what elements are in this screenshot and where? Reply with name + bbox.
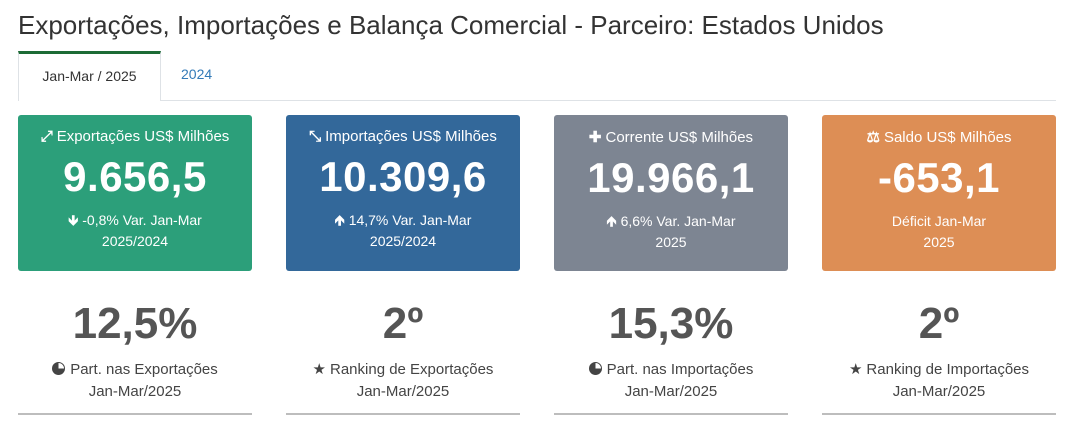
- exports-share-value: 12,5%: [72, 299, 198, 348]
- exports-share-label: Part. nas Exportações: [70, 361, 218, 378]
- exports-variation: -0,8% Var. Jan-Mar: [82, 212, 202, 228]
- exports-ranking-value: 2º: [382, 299, 424, 348]
- balance-card: ⚖ Saldo US$ Milhões -653,1 Déficit Jan-Ma…: [822, 115, 1056, 271]
- exports-ranking-label: Ranking de Exportações: [330, 361, 494, 378]
- exports-share-stat: 12,5% Part. nas Exportações Jan-Mar/2025: [18, 287, 252, 415]
- exports-card: ⤢ Exportações US$ Milhões 9.656,5 🡻 -0,8% …: [18, 115, 252, 271]
- current-variation: 6,6% Var. Jan-Mar: [620, 213, 736, 229]
- balance-status: Déficit Jan-Mar: [891, 213, 987, 229]
- balance-period: 2025: [923, 234, 955, 250]
- balance-value: -653,1: [877, 154, 1001, 201]
- compress-arrows-icon: ⤡: [309, 128, 322, 145]
- imports-share-stat: 15,3% Part. nas Importações Jan-Mar/2025: [554, 287, 788, 415]
- imports-ranking-period: Jan-Mar/2025: [892, 383, 986, 400]
- imports-ranking-stat: 2º ★ Ranking de Importações Jan-Mar/2025: [822, 287, 1056, 415]
- imports-share-value: 15,3%: [608, 299, 734, 348]
- exports-card-title: Exportações US$ Milhões: [56, 128, 230, 145]
- imports-card-title: Importações US$ Milhões: [325, 128, 497, 145]
- tab-jan-mar-2025[interactable]: Jan-Mar / 2025: [18, 51, 161, 101]
- imports-ranking-label: Ranking de Importações: [866, 361, 1030, 378]
- imports-card: ⤡ Importações US$ Milhões 10.309,6 🡹 14,7%…: [286, 115, 520, 271]
- imports-value: 10.309,6: [319, 153, 487, 200]
- exports-ranking-period: Jan-Mar/2025: [356, 383, 450, 400]
- imports-period: 2025/2024: [369, 233, 437, 249]
- exports-value: 9.656,5: [63, 153, 207, 200]
- arrow-up-icon: 🡹: [334, 212, 345, 228]
- imports-share-label: Part. nas Importações: [606, 361, 754, 378]
- current-trade-card: ✚ Corrente US$ Milhões 19.966,1 🡹 6,6% Var…: [554, 115, 788, 271]
- imports-variation: 14,7% Var. Jan-Mar: [348, 212, 472, 228]
- imports-ranking-value: 2º: [918, 299, 960, 348]
- arrow-up-icon: 🡹: [606, 213, 617, 229]
- current-period: 2025: [655, 234, 687, 250]
- star-icon: ★: [312, 361, 326, 378]
- exports-ranking-stat: 2º ★ Ranking de Exportações Jan-Mar/2025: [286, 287, 520, 415]
- plus-icon: ✚: [588, 129, 602, 146]
- balance-card-title: Saldo US$ Milhões: [883, 129, 1012, 146]
- imports-share-period: Jan-Mar/2025: [624, 383, 718, 400]
- exports-share-period: Jan-Mar/2025: [88, 383, 182, 400]
- scale-icon: ⚖: [866, 129, 880, 146]
- arrow-down-icon: 🡻: [68, 212, 79, 228]
- current-value: 19.966,1: [587, 154, 755, 201]
- period-tabs: Jan-Mar / 2025 2024: [18, 51, 1056, 101]
- expand-arrows-icon: ⤢: [40, 128, 53, 145]
- page-title: Exportações, Importações e Balança Comer…: [18, 10, 884, 40]
- pie-chart-icon: [52, 362, 66, 375]
- star-icon: ★: [848, 361, 863, 378]
- tab-2024[interactable]: 2024: [181, 66, 213, 82]
- current-card-title: Corrente US$ Milhões: [605, 129, 754, 146]
- pie-chart-icon: [588, 362, 602, 375]
- exports-period: 2025/2024: [101, 233, 169, 249]
